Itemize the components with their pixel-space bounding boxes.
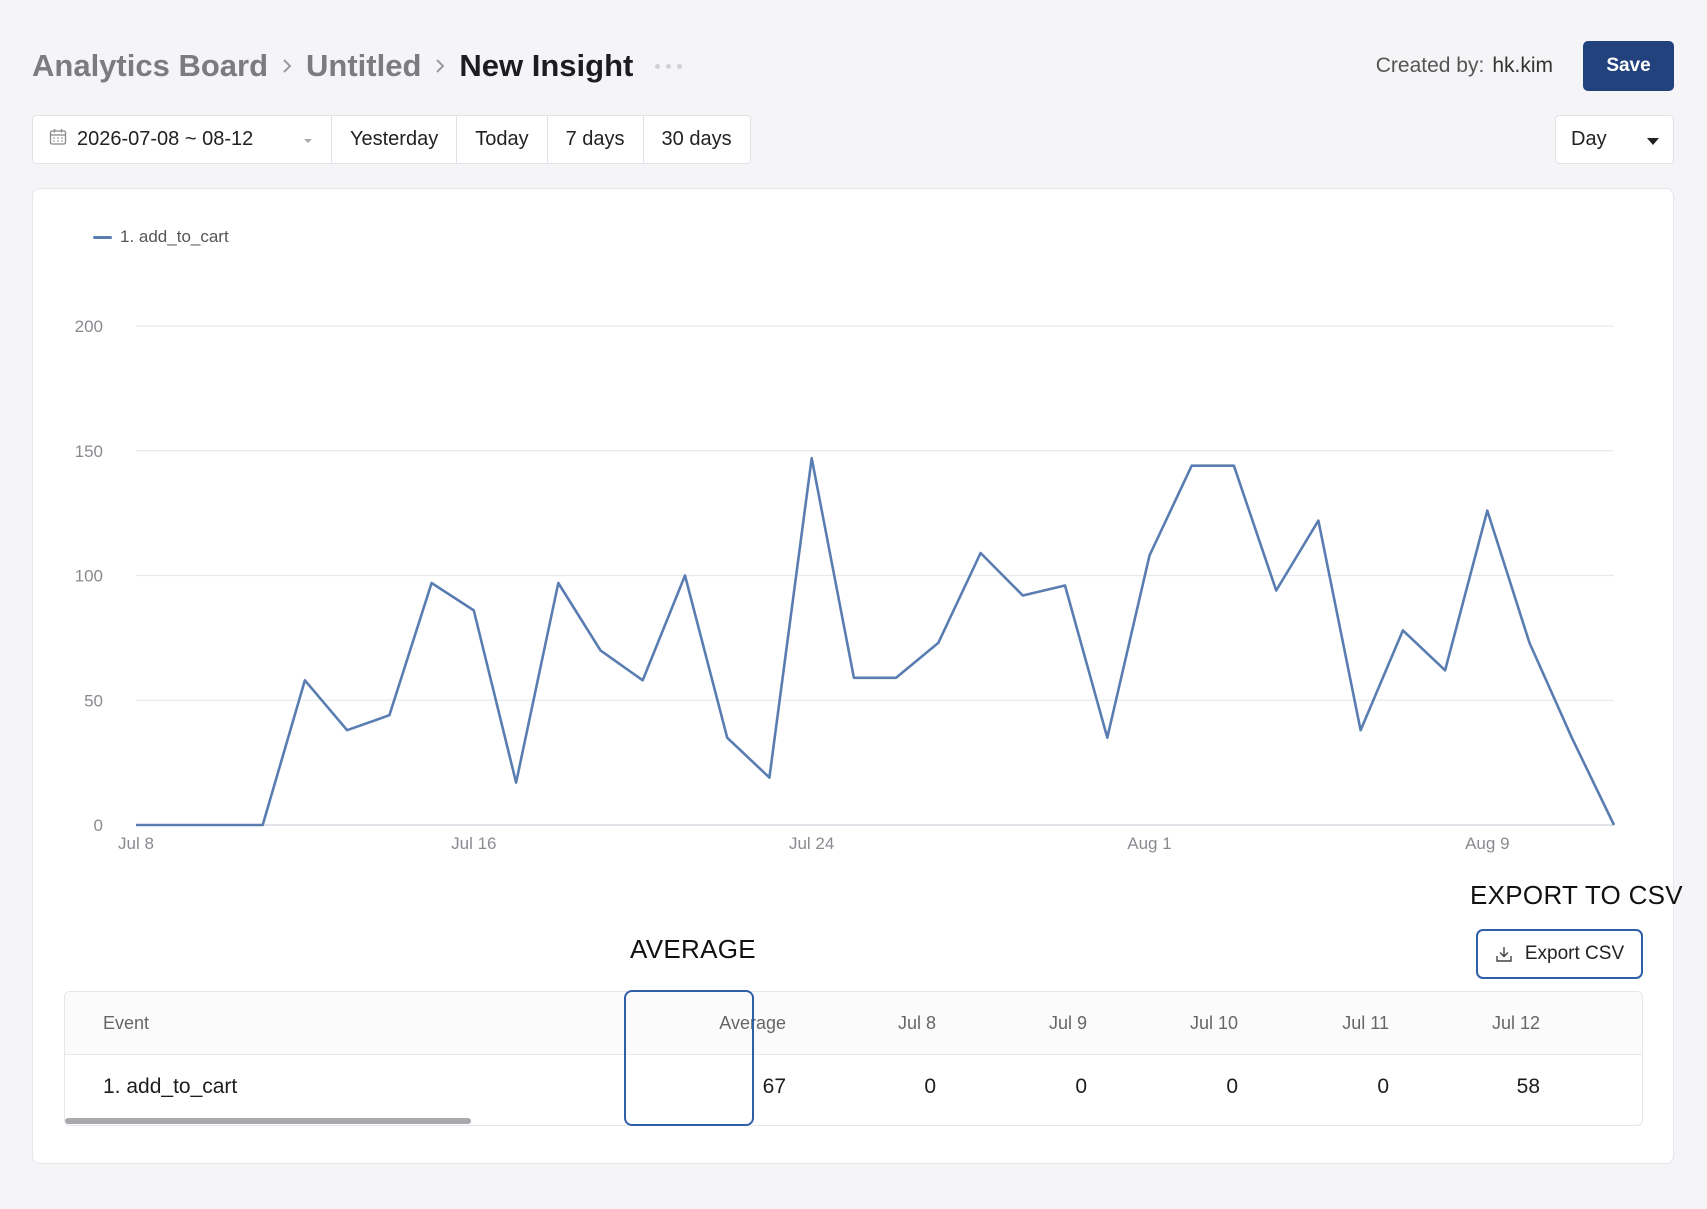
y-tick-label: 200 [75, 317, 103, 336]
annotation-average: AVERAGE [630, 934, 756, 964]
value-cell: 0 [1377, 1075, 1389, 1098]
column-header-event[interactable]: Event [103, 1012, 150, 1033]
x-tick-label: Jul 8 [118, 834, 154, 853]
table-header-row: Event Average Jul 8 Jul 9 Jul 10 Jul 11 … [65, 992, 1642, 1055]
value-cell: 38 [1540, 1055, 1642, 1119]
x-tick-label: Jul 16 [451, 834, 496, 853]
value-cell: 58 [1516, 1075, 1540, 1098]
header-actions: Created by: hk.kim Save [1376, 41, 1674, 91]
more-options-icon[interactable] [655, 63, 683, 69]
data-table: Event Average Jul 8 Jul 9 Jul 10 Jul 11 … [64, 991, 1643, 1126]
line-chart: 0 50 100 150 200 Jul 8 Jul 16 Jul 24 Aug 1 Aug 9 [75, 317, 1616, 853]
column-header-date[interactable]: Jul 9 [1048, 1012, 1087, 1033]
date-range-value: 2026-07-08 ~ 08-12 [77, 128, 254, 150]
y-tick-label: 100 [75, 567, 103, 586]
column-header-date[interactable]: Jul 11 [1342, 1012, 1389, 1033]
date-range-picker[interactable]: 2026-07-08 ~ 08-12 [33, 116, 332, 163]
breadcrumb-analytics-board[interactable]: Analytics Board [32, 48, 269, 83]
legend-label: 1. add_to_cart [120, 227, 229, 246]
export-csv-label: Export CSV [1524, 943, 1625, 964]
chevron-right-icon [421, 57, 459, 75]
x-tick-label: Aug 1 [1127, 834, 1171, 853]
calendar-icon [49, 128, 67, 151]
column-header-date[interactable]: Jul 8 [897, 1012, 936, 1033]
created-by: Created by: hk.kim [1376, 54, 1553, 78]
column-header-date[interactable]: Jul 13 [1540, 992, 1642, 1054]
column-header-average[interactable]: Average [719, 1012, 786, 1033]
preset-7-days[interactable]: 7 days [548, 116, 644, 163]
column-header-date[interactable]: Jul 10 [1189, 1012, 1238, 1033]
page-title[interactable]: New Insight [459, 48, 634, 83]
table-row[interactable]: 1. add_to_cart 67 0 0 0 0 58 38 [65, 1055, 1642, 1119]
download-icon [1496, 947, 1512, 962]
created-user: hk.kim [1492, 54, 1553, 77]
preset-yesterday[interactable]: Yesterday [332, 116, 458, 163]
granularity-value: Day [1571, 128, 1607, 150]
value-cell: 0 [1226, 1075, 1238, 1098]
y-tick-label: 0 [94, 816, 103, 835]
created-label: Created by: [1375, 54, 1485, 77]
breadcrumb-untitled[interactable]: Untitled [306, 48, 422, 83]
granularity-select[interactable]: Day [1555, 115, 1674, 164]
average-cell: 67 [762, 1075, 786, 1098]
y-tick-label: 50 [84, 691, 103, 710]
value-cell: 0 [1075, 1075, 1087, 1098]
caret-down-icon [1647, 128, 1659, 151]
caret-down-icon [303, 131, 313, 149]
annotation-export: EXPORT TO CSV [1470, 880, 1683, 910]
date-range-bar: 2026-07-08 ~ 08-12 Yesterday Today 7 day… [32, 115, 751, 164]
save-button[interactable]: Save [1583, 41, 1674, 91]
legend-swatch [93, 235, 112, 239]
event-name-cell: 1. add_to_cart [103, 1075, 238, 1098]
x-tick-label: Jul 24 [789, 834, 834, 853]
page-header: Analytics Board Untitled New Insight Cre… [32, 40, 1674, 92]
value-cell: 0 [924, 1075, 936, 1098]
preset-30-days[interactable]: 30 days [661, 128, 732, 150]
horizontal-scrollbar[interactable] [65, 1118, 471, 1124]
column-header-date[interactable]: Jul 12 [1491, 1012, 1540, 1033]
y-tick-label: 150 [75, 442, 103, 461]
chart-legend[interactable]: 1. add_to_cart [93, 227, 229, 247]
x-tick-label: Aug 9 [1465, 834, 1509, 853]
preset-today[interactable]: Today [457, 116, 548, 163]
chevron-right-icon [268, 57, 306, 75]
series-line-add-to-cart [136, 456, 1616, 827]
export-csv-button[interactable]: Export CSV [1476, 929, 1643, 979]
